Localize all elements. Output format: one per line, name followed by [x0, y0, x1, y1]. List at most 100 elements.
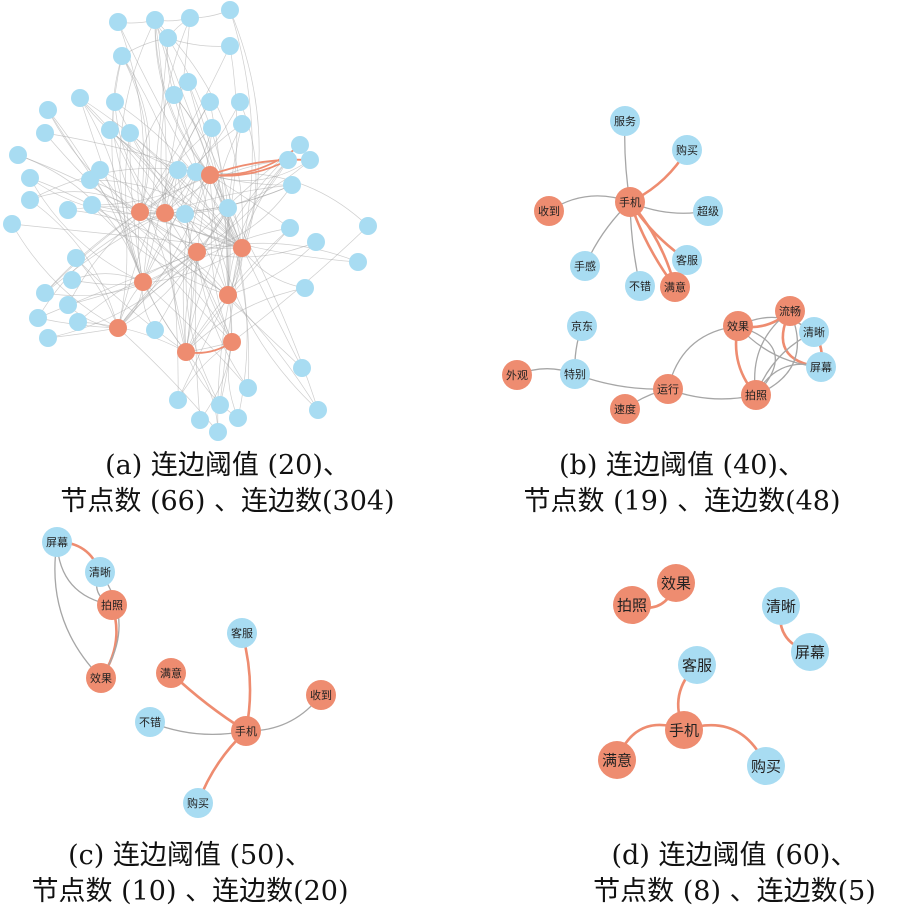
node-a3: [221, 1, 239, 19]
node-b_wg: 外观: [502, 360, 532, 390]
caption-b: (b) 连边阈值 (40)、 节点数 (19) 、连边数(48): [455, 448, 909, 520]
node-label-d_gm: 购买: [751, 757, 781, 775]
node-circle-a3: [221, 1, 239, 19]
node-circle-a51: [29, 309, 47, 327]
node-circle-a43: [67, 249, 85, 267]
node-circle-a24: [201, 166, 219, 184]
node-circle-a28: [81, 171, 99, 189]
node-b_tb: 特别: [560, 359, 590, 389]
node-circle-a11: [106, 93, 124, 111]
node-a59: [239, 379, 257, 397]
node-label-b_my: 满意: [664, 280, 686, 294]
node-a12: [201, 93, 219, 111]
edge-a-43: [99, 169, 229, 296]
node-circle-b_bc: [625, 271, 655, 301]
node-label-b_sg: 手感: [574, 259, 596, 273]
edge-a-121: [154, 19, 229, 296]
edge-a-92: [196, 159, 289, 253]
node-circle-a42: [307, 233, 325, 251]
edge-a-151: [125, 132, 187, 353]
node-b_nd: 速度: [610, 394, 640, 424]
node-label-b_qx: 清晰: [803, 326, 825, 339]
node-circle-b_pz: [741, 380, 771, 410]
node-label-d_qx: 清晰: [766, 597, 796, 615]
node-a25: [279, 151, 297, 169]
node-circle-a58: [293, 359, 311, 377]
node-circle-a35: [176, 205, 194, 223]
node-label-b_jd: 京东: [571, 319, 593, 333]
node-circle-a7: [179, 73, 197, 91]
nodes-a: [3, 1, 377, 441]
node-c_xg: 效果: [86, 663, 116, 693]
node-a38: [281, 219, 299, 237]
node-a54: [146, 321, 164, 339]
edge-a-86: [11, 223, 119, 329]
node-circle-a10: [71, 89, 89, 107]
node-a9: [39, 101, 57, 119]
node-a31: [59, 201, 77, 219]
node-a53: [109, 319, 127, 337]
edge-a-65: [29, 191, 141, 213]
node-circle-a62: [309, 401, 327, 419]
node-a43: [67, 249, 85, 267]
edge-a-158: [142, 281, 249, 389]
node-circle-a48: [59, 296, 77, 314]
edge-a-10: [121, 55, 151, 213]
node-circle-a14: [36, 124, 54, 142]
node-a4: [159, 29, 177, 47]
node-a18: [233, 115, 251, 133]
edge-a-141: [47, 251, 198, 339]
node-circle-a2: [181, 9, 199, 27]
node-c_pm: 屏幕: [42, 527, 72, 557]
node-a24: [201, 166, 219, 184]
node-circle-a25: [279, 151, 297, 169]
node-label-d_pz: 拍照: [617, 596, 647, 614]
edge-a-169: [185, 351, 219, 433]
edge-a-74: [121, 55, 148, 213]
edge-a-50: [173, 94, 211, 176]
node-circle-a0: [109, 13, 127, 31]
node-d_qx: 清晰: [762, 587, 800, 625]
edge-a-164: [209, 174, 319, 411]
node-circle-a29: [283, 176, 301, 194]
node-circle-a61: [211, 396, 229, 414]
edge-a-87: [185, 227, 291, 353]
edge-a-127: [185, 287, 306, 353]
edge-a-84: [184, 207, 229, 353]
edge-a-162: [219, 247, 243, 406]
node-a8: [165, 86, 183, 104]
node-circle-a37: [3, 215, 21, 233]
node-label-b_kf: 客服: [676, 253, 698, 267]
node-a36: [219, 199, 237, 217]
node-circle-a18: [233, 115, 251, 133]
caption-c: (c) 连边阈值 (50)、 节点数 (10) 、连边数(20): [0, 838, 380, 910]
node-b_kf: 客服: [672, 245, 702, 275]
node-circle-c_gm: [183, 788, 213, 818]
node-label-c_xg: 效果: [90, 671, 112, 685]
caption-d: (d) 连边阈值 (60)、 节点数 (8) 、连边数(5): [560, 838, 909, 910]
node-circle-d_sj: [665, 711, 703, 749]
node-circle-a16: [121, 124, 139, 142]
edge-a-30: [109, 129, 187, 353]
node-circle-c_bc: [135, 707, 165, 737]
edge-a-157: [196, 251, 249, 389]
edge-a-102: [139, 211, 243, 249]
node-d_kf: 客服: [678, 646, 716, 684]
node-circle-a12: [201, 93, 219, 111]
edge-a-173: [209, 144, 301, 177]
node-a20: [9, 146, 27, 164]
edge-a-38: [185, 144, 301, 353]
edge-a-123: [109, 129, 229, 296]
caption-d-line1: (d) 连边阈值 (60)、: [611, 840, 858, 871]
node-label-c_sj: 手机: [235, 724, 257, 738]
node-label-c_qx: 清晰: [89, 566, 111, 579]
node-a10: [71, 89, 89, 107]
caption-c-line1: (c) 连边阈值 (50)、: [68, 840, 312, 871]
node-c_qx: 清晰: [85, 557, 115, 587]
edge-c-3: [54, 541, 102, 679]
node-circle-d_kf: [678, 646, 716, 684]
node-b_pm: 屏幕: [806, 352, 836, 382]
node-b_pz: 拍照: [741, 380, 771, 410]
caption-c-line2: 节点数 (10) 、连边数(20): [31, 876, 349, 907]
edge-a-143: [164, 212, 233, 343]
